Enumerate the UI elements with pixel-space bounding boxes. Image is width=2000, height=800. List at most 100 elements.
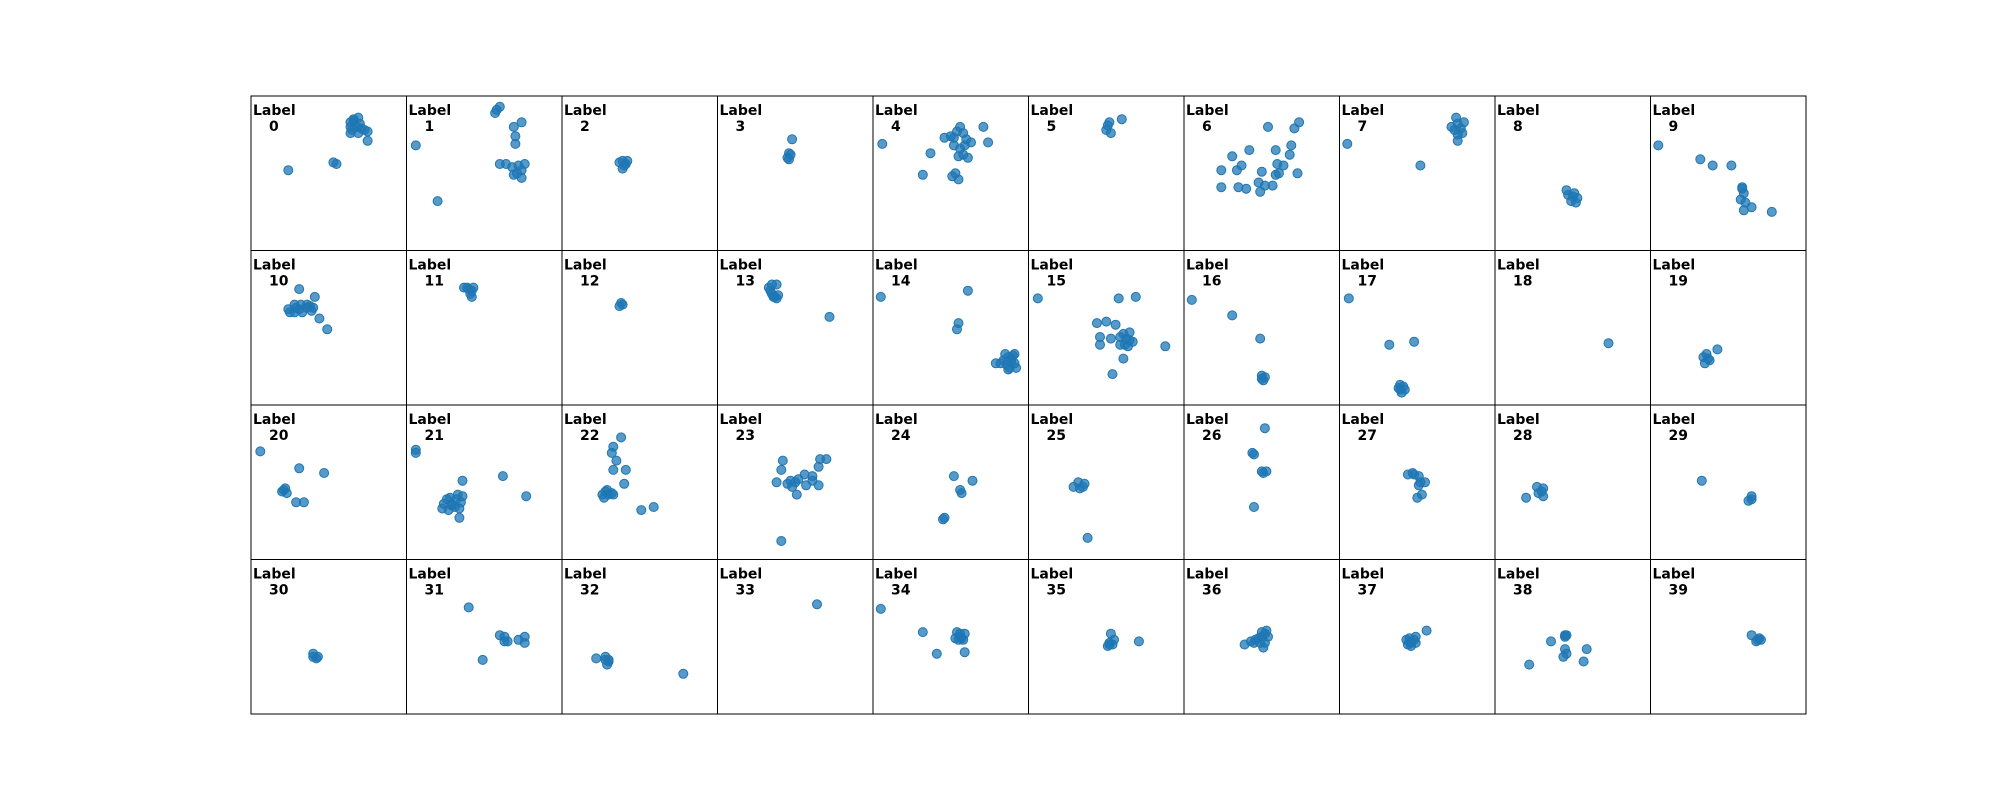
panel-label-title: Label xyxy=(409,567,452,583)
scatter-point xyxy=(432,196,443,207)
scatter-point xyxy=(877,138,888,149)
scatter-point xyxy=(776,536,787,546)
scatter-point xyxy=(322,324,333,335)
panel-label-number: 18 xyxy=(1513,274,1532,290)
panel-label-number: 0 xyxy=(269,119,279,135)
panel-label-number: 36 xyxy=(1202,583,1221,599)
scatter-point xyxy=(289,307,300,318)
scatter-point xyxy=(1130,291,1141,302)
scatter-point xyxy=(1110,319,1121,330)
panel-label-title: Label xyxy=(1497,567,1540,583)
scatter-point xyxy=(636,505,647,516)
scatter-point xyxy=(966,137,976,148)
scatter-point xyxy=(1105,128,1116,139)
scatter-point xyxy=(519,631,530,642)
panel-label-number: 33 xyxy=(736,583,755,599)
scatter-point xyxy=(1603,338,1614,349)
scatter-point xyxy=(782,478,793,489)
panel-label-title: Label xyxy=(1031,103,1074,119)
panel-label-number: 5 xyxy=(1047,119,1057,135)
scatter-point xyxy=(1524,659,1535,670)
panel-label-number: 32 xyxy=(580,583,599,599)
panel-label-title: Label xyxy=(1653,567,1696,583)
scatter-point xyxy=(1227,310,1238,321)
scatter-point xyxy=(1227,151,1238,162)
scatter-point xyxy=(606,447,617,458)
panel-label-title: Label xyxy=(253,258,296,274)
scatter-point xyxy=(1009,349,1020,359)
scatter-point xyxy=(283,165,294,176)
panel-label-title: Label xyxy=(1031,567,1074,583)
scatter-point xyxy=(1698,352,1709,363)
scatter-point xyxy=(457,475,468,486)
panel-label-number: 6 xyxy=(1202,119,1212,135)
panel-label-number: 10 xyxy=(269,274,289,290)
scatter-point xyxy=(497,471,508,482)
scatter-point xyxy=(1127,336,1138,347)
scatter-point xyxy=(1415,160,1426,171)
panel-label-number: 19 xyxy=(1669,274,1688,290)
scatter-point xyxy=(1546,636,1556,647)
scatter-point xyxy=(1558,651,1569,662)
scatter-point xyxy=(1406,637,1416,648)
scatter-point xyxy=(1707,160,1718,171)
scatter-point xyxy=(294,463,305,474)
scatter-point xyxy=(1101,316,1112,327)
panel-label-number: 17 xyxy=(1358,274,1377,290)
panel-label-title: Label xyxy=(564,103,607,119)
panel-label-number: 31 xyxy=(425,583,444,599)
scatter-point xyxy=(1446,121,1457,132)
panel-label-number: 15 xyxy=(1047,274,1066,290)
scatter-point xyxy=(1384,339,1395,350)
scatter-point xyxy=(1292,168,1303,179)
scatter-point xyxy=(1105,333,1116,344)
scatter-point xyxy=(608,464,619,475)
scatter-point xyxy=(608,489,619,500)
scatter-point xyxy=(1538,483,1549,494)
panel-label-title: Label xyxy=(1497,103,1540,119)
panel-label-number: 37 xyxy=(1358,583,1377,599)
panel-label-title: Label xyxy=(253,412,296,428)
scatter-point xyxy=(824,311,835,322)
scatter-point xyxy=(990,358,1001,369)
scatter-point xyxy=(1695,154,1706,165)
scatter-point xyxy=(1561,185,1572,196)
scatter-point xyxy=(1286,140,1297,151)
scatter-point xyxy=(962,285,973,296)
scatter-point xyxy=(1244,145,1255,156)
panel-label-number: 30 xyxy=(269,583,289,599)
scatter-point xyxy=(1746,494,1757,505)
scatter-point xyxy=(917,169,928,180)
scatter-point xyxy=(785,149,796,160)
panel-label-number: 14 xyxy=(891,274,911,290)
panel-label-number: 38 xyxy=(1513,583,1532,599)
scatter-point xyxy=(821,454,832,465)
scatter-point xyxy=(948,471,959,482)
scatter-point xyxy=(938,514,948,525)
scatter-point xyxy=(508,169,519,180)
scatter-point xyxy=(983,137,994,148)
panel-label-title: Label xyxy=(1342,103,1385,119)
panel-label-title: Label xyxy=(409,258,452,274)
scatter-point xyxy=(953,151,964,162)
panel-label-number: 13 xyxy=(736,274,755,290)
scatter-point xyxy=(948,140,959,151)
scatter-point xyxy=(1186,294,1197,305)
scatter-point xyxy=(1521,492,1532,503)
scatter-point xyxy=(1578,656,1589,667)
scatter-point xyxy=(959,647,970,658)
scatter-point xyxy=(962,152,973,163)
panel-label-title: Label xyxy=(1031,412,1074,428)
panel-label-title: Label xyxy=(1342,258,1385,274)
scatter-point xyxy=(438,498,449,509)
scatter-point xyxy=(1032,293,1043,304)
scatter-point xyxy=(1258,468,1269,478)
